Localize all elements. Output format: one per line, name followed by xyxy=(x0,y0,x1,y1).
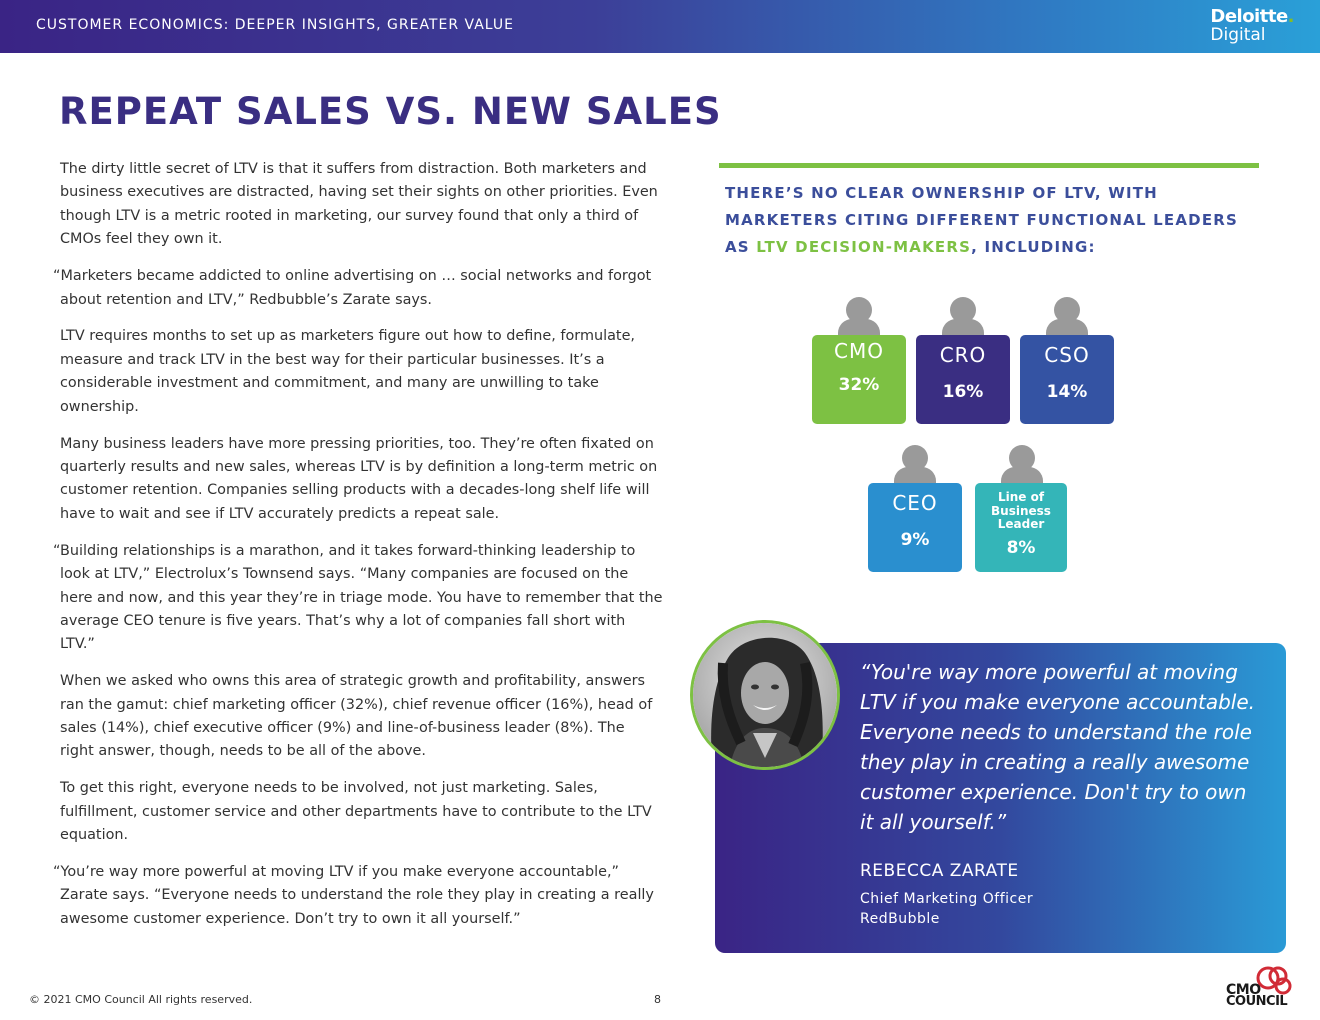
cmo-council-mark-icon xyxy=(1256,966,1292,995)
role-card-ceo: CEO 9% xyxy=(868,445,962,572)
brand-dot: . xyxy=(1287,6,1295,27)
cmo-council-logo: CMO COUNCIL xyxy=(1222,964,1298,1010)
article-body: The dirty little secret of LTV is that i… xyxy=(53,158,663,945)
sidebar-heading-end: , INCLUDING: xyxy=(971,238,1096,256)
sidebar-heading-highlight: LTV DECISION-MAKERS xyxy=(756,238,972,256)
role-percent: 8% xyxy=(1006,537,1036,558)
deloitte-digital-logo: Deloitte. Digital xyxy=(1210,8,1294,44)
role-label: Line of Business Leader xyxy=(991,490,1051,531)
logo-line-2: COUNCIL xyxy=(1226,994,1288,1009)
role-percent: 16% xyxy=(942,382,984,402)
role-card-cmo: CMO 32% xyxy=(812,297,906,424)
quote-author-company: RedBubble xyxy=(860,911,940,927)
paragraph-5: “Building relationships is a marathon, a… xyxy=(53,542,663,653)
role-percent: 9% xyxy=(900,530,930,550)
paragraph-1: The dirty little secret of LTV is that i… xyxy=(60,161,658,248)
paragraph-6: When we asked who owns this area of stra… xyxy=(60,673,653,760)
role-label: CSO xyxy=(1044,343,1090,367)
section-divider xyxy=(719,163,1259,168)
speaker-photo xyxy=(690,620,840,770)
paragraph-7: To get this right, everyone needs to be … xyxy=(60,780,652,844)
role-percent: 32% xyxy=(838,375,880,395)
paragraph-8: “You’re way more powerful at moving LTV … xyxy=(53,864,654,927)
pull-quote: “You're way more powerful at moving LTV … xyxy=(860,660,1256,834)
page-title: REPEAT SALES VS. NEW SALES xyxy=(59,90,722,133)
header-bar: CUSTOMER ECONOMICS: DEEPER INSIGHTS, GRE… xyxy=(0,0,1320,53)
paragraph-4: Many business leaders have more pressing… xyxy=(60,435,658,522)
person-icon xyxy=(1009,445,1035,471)
sidebar-heading-text: THERE’S NO CLEAR OWNERSHIP OF LTV, WITH … xyxy=(725,184,1239,256)
logo-line-1: CMO xyxy=(1226,982,1261,998)
paragraph-2: “Marketers became addicted to online adv… xyxy=(53,268,652,308)
paragraph-3: LTV requires months to set up as markete… xyxy=(60,328,635,415)
portrait-illustration xyxy=(693,623,837,767)
role-label: CEO xyxy=(892,491,938,515)
role-card-cro: CRO 16% xyxy=(916,297,1010,424)
role-label: CMO xyxy=(834,339,884,363)
brand-subname: Digital xyxy=(1210,25,1266,45)
role-card-line-of-business-leader: Line of Business Leader 8% xyxy=(975,445,1067,572)
role-label: CRO xyxy=(939,343,987,367)
role-percent: 14% xyxy=(1046,382,1088,402)
quote-author-name: REBECCA ZARATE xyxy=(860,861,1019,881)
sidebar-heading: THERE’S NO CLEAR OWNERSHIP OF LTV, WITH … xyxy=(725,180,1265,261)
page-number: 8 xyxy=(654,993,661,1006)
brand-name: Deloitte xyxy=(1210,6,1288,27)
header-title: CUSTOMER ECONOMICS: DEEPER INSIGHTS, GRE… xyxy=(36,17,514,33)
person-icon xyxy=(902,445,928,471)
person-icon xyxy=(1054,297,1080,323)
role-card-cso: CSO 14% xyxy=(1020,297,1114,424)
person-icon xyxy=(846,297,872,323)
person-icon xyxy=(950,297,976,323)
quote-author-title: Chief Marketing Officer xyxy=(860,891,1034,907)
footer-copyright: © 2021 CMO Council All rights reserved. xyxy=(29,993,253,1006)
